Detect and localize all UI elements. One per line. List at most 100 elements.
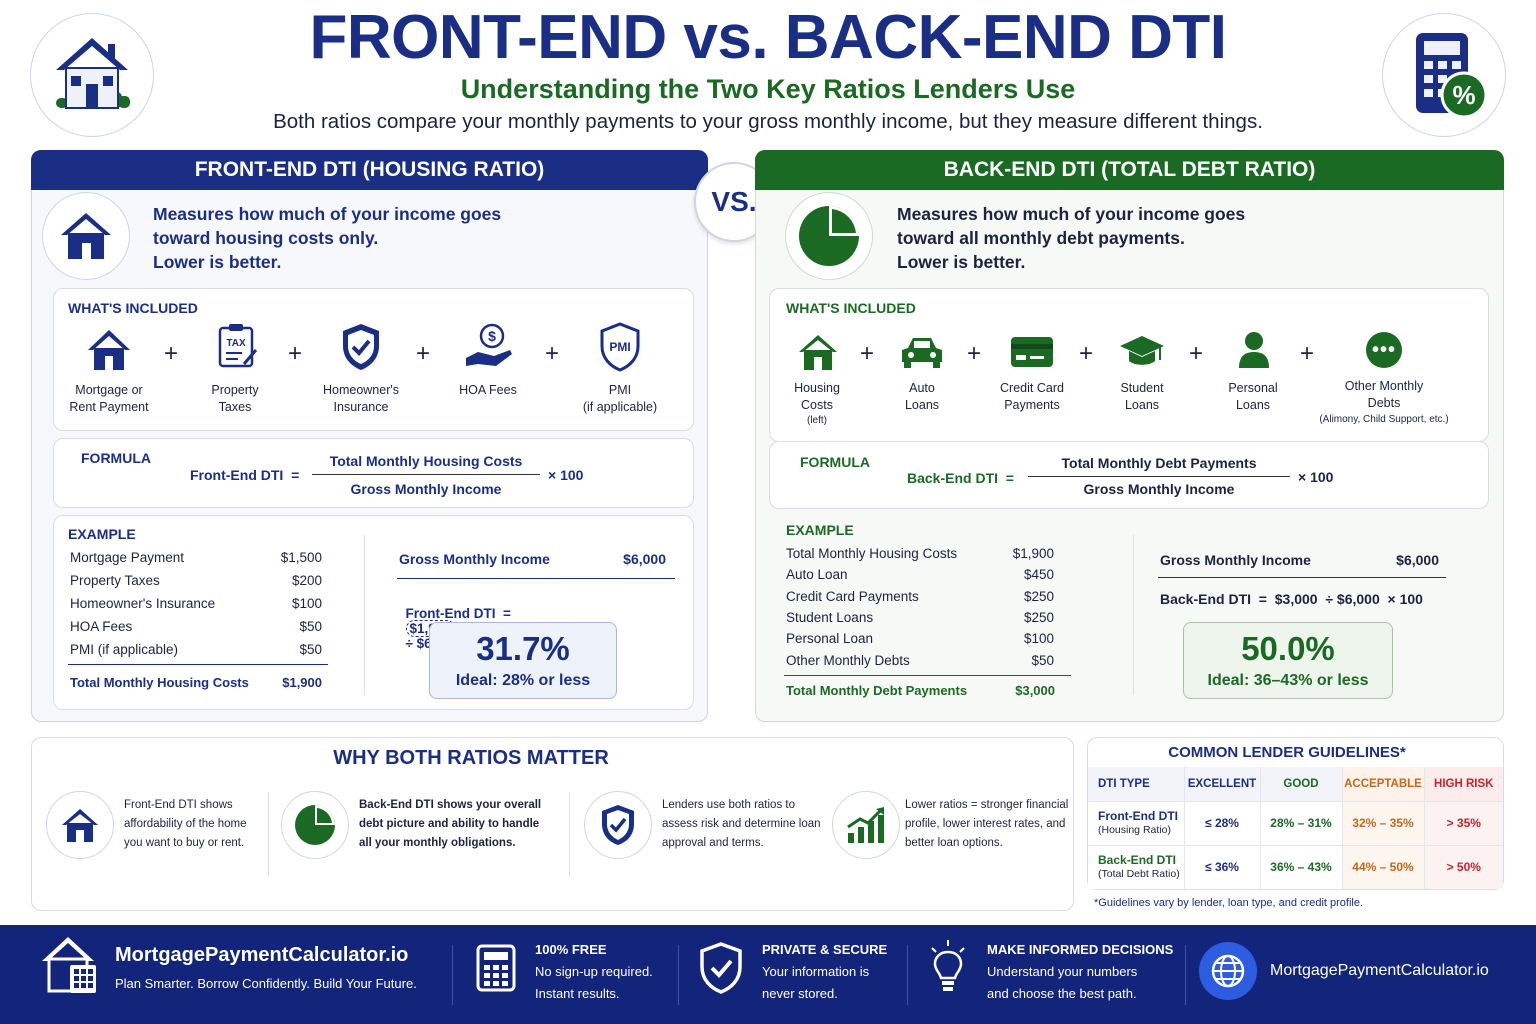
guidelines-row-label: Front-End DTI (Housing Ratio) <box>1088 801 1185 846</box>
front-intro-line: Lower is better. <box>153 252 282 272</box>
item-label: Student <box>1120 381 1164 395</box>
plus-sign: + <box>1189 340 1204 367</box>
house-icon <box>62 809 98 842</box>
item-label: Mortgage or <box>75 383 143 397</box>
back-intro-icon <box>785 192 873 280</box>
svg-text:%: % <box>1452 80 1475 110</box>
why-line: all your monthly obligations. <box>359 837 516 849</box>
item-label: Loans <box>904 398 940 412</box>
why-text-3: Lenders use both ratios to assess risk an… <box>662 796 821 853</box>
front-example-row-value: $100 <box>291 596 322 611</box>
plus-sign: + <box>164 340 179 367</box>
plus-sign: + <box>545 340 560 367</box>
footer-divider <box>907 945 908 1005</box>
guidelines-note: *Guidelines vary by lender, loan type, a… <box>1094 897 1364 909</box>
item-label: Loans <box>1124 398 1160 412</box>
footer-feature-title: PRIVATE & SECURE <box>762 942 888 957</box>
front-intro-line: toward housing costs only. <box>153 228 379 248</box>
back-example-divider <box>1133 535 1134 695</box>
back-formula-numerator: Total Monthly Debt Payments <box>1061 455 1257 471</box>
front-item-insurance: Homeowner's Insurance <box>306 382 416 416</box>
front-item-mortgage: Mortgage or Rent Payment <box>54 382 164 416</box>
back-total-divider <box>784 675 1071 676</box>
back-example-row-value: $250 <box>1023 588 1054 604</box>
item-label: Insurance <box>333 400 389 414</box>
why-text-4: Lower ratios = stronger financial profile… <box>905 796 1068 853</box>
back-item-student: Student Loans <box>1097 380 1187 414</box>
front-calc-lhs: Front-End DTI = <box>405 606 511 621</box>
vs-label: VS. <box>711 186 757 217</box>
item-label: Property <box>211 383 259 397</box>
back-item-other: Other Monthly Debts (Alimony, Child Suppor… <box>1304 378 1464 428</box>
back-total-value: $3,000 <box>1015 683 1055 698</box>
front-income-value: $6,000 <box>623 551 666 567</box>
back-calc: Back-End DTI = $3,000 ÷ $6,000 × 100 <box>1160 591 1423 607</box>
back-formula-title: FORMULA <box>800 454 870 470</box>
why-line: affordability of the home <box>124 818 247 830</box>
why-text-2: Back-End DTI shows your overall debt pict… <box>359 796 541 853</box>
back-example-row-label: Personal Loan <box>786 631 874 647</box>
calculator-percent-icon: % <box>1416 33 1488 119</box>
front-example-row-value: $50 <box>299 619 322 634</box>
why-icon-4 <box>832 791 900 859</box>
guidelines-header: HIGH RISK <box>1424 767 1503 802</box>
front-item-hoa: HOA Fees <box>438 382 538 399</box>
house-icon <box>86 328 132 377</box>
item-label: HOA Fees <box>459 383 517 397</box>
front-formula-box <box>53 438 694 508</box>
page-subtitle: Understanding the Two Key Ratios Lenders… <box>460 74 1076 104</box>
back-example-row-value: $450 <box>1023 567 1054 583</box>
pie-chart-icon <box>295 805 335 845</box>
back-income-value: $6,000 <box>1396 552 1439 568</box>
svg-text:TAX: TAX <box>226 338 246 349</box>
front-example-row-value: $1,500 <box>280 550 322 565</box>
item-label: PMI <box>608 383 632 397</box>
guidelines-title: COMMON LENDER GUIDELINES* <box>1168 744 1406 761</box>
front-result-ideal: Ideal: 28% or less <box>455 672 591 689</box>
footer-feature-free: 100% FREE No sign-up required. Instant r… <box>535 939 653 1005</box>
calculator-icon <box>476 944 516 997</box>
why-line: Front-End DTI shows <box>124 799 233 811</box>
back-intro-line: toward all monthly debt payments. <box>897 228 1185 248</box>
globe-icon <box>1199 942 1257 1000</box>
front-example-divider <box>364 535 365 695</box>
footer-site-link[interactable]: MortgagePaymentCalculator.io <box>1270 962 1489 979</box>
credit-card-icon <box>1010 336 1054 373</box>
front-item-taxes: Property Taxes <box>185 382 285 416</box>
why-title: WHY BOTH RATIOS MATTER <box>333 747 609 769</box>
why-panel <box>31 737 1074 911</box>
guidelines-row-name: Back-End DTI <box>1098 853 1177 868</box>
item-label: Homeowner's <box>322 383 400 397</box>
front-income-underline <box>397 578 675 579</box>
guidelines-cell: ≤ 36% <box>1184 845 1261 889</box>
front-example-row-label: HOA Fees <box>70 619 133 634</box>
footer-divider <box>452 945 453 1005</box>
why-line: you want to buy or rent. <box>124 837 245 849</box>
back-result-ideal: Ideal: 36–43% or less <box>1207 672 1369 689</box>
house-icon <box>61 213 111 259</box>
back-example-row-label: Credit Card Payments <box>786 588 919 604</box>
back-income-label: Gross Monthly Income <box>1160 552 1311 568</box>
item-label: Credit Card <box>1000 381 1064 395</box>
footer-brand[interactable]: MortgagePaymentCalculator.io <box>115 944 409 966</box>
shield-check-icon <box>602 805 634 845</box>
front-example-row-label: PMI (if applicable) <box>70 642 179 657</box>
footer-feature-line: and choose the best path. <box>987 986 1137 1001</box>
plus-sign: + <box>288 340 303 367</box>
guidelines-cell: > 35% <box>1424 801 1503 846</box>
item-label: Debts <box>1367 396 1401 410</box>
lightbulb-icon <box>928 940 968 1001</box>
graduation-cap-icon <box>1118 334 1166 375</box>
plus-sign: + <box>1079 340 1094 367</box>
back-included-title: WHAT'S INCLUDED <box>786 300 916 316</box>
guidelines-header: EXCELLENT <box>1184 767 1261 802</box>
pmi-shield-icon: PMI <box>598 322 642 377</box>
front-example-row-value: $200 <box>291 573 322 588</box>
item-label: Auto <box>909 381 935 395</box>
footer-feature-line: Instant results. <box>535 986 620 1001</box>
footer-feature-decisions: MAKE INFORMED DECISIONS Understand your … <box>987 939 1173 1005</box>
plus-sign: + <box>967 340 982 367</box>
front-result-box <box>429 622 617 699</box>
back-item-auto: Auto Loans <box>877 380 967 414</box>
house-icon <box>797 333 839 376</box>
